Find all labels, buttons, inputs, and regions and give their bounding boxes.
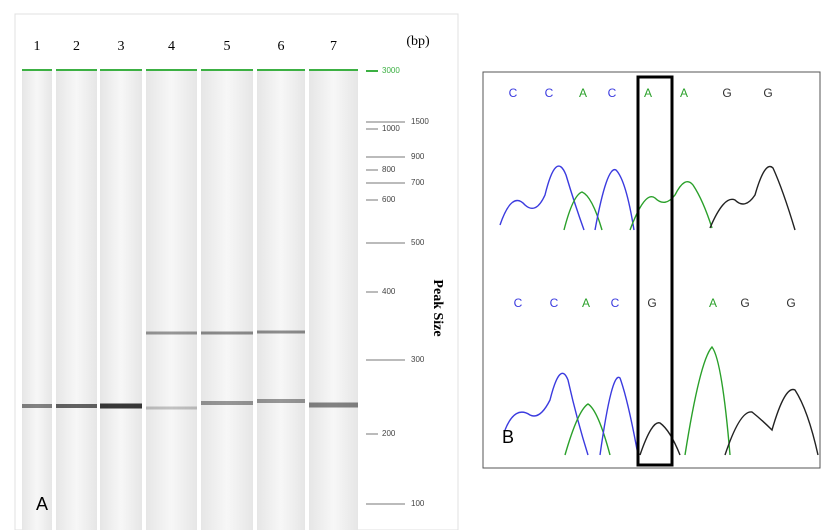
base-call: G xyxy=(722,86,731,100)
band xyxy=(22,404,52,408)
lane xyxy=(309,70,358,530)
gel xyxy=(22,68,358,530)
band xyxy=(309,402,358,408)
lane xyxy=(100,70,142,530)
ladder-label: 500 xyxy=(411,238,425,247)
ladder-label: 100 xyxy=(411,499,425,508)
panel-label: A xyxy=(36,494,48,514)
lane-label: 5 xyxy=(224,39,231,54)
ladder-label: 700 xyxy=(411,178,425,187)
ladder-label: 1000 xyxy=(382,124,400,133)
base-call: C xyxy=(608,86,617,100)
band xyxy=(100,403,142,409)
base-call: C xyxy=(550,296,559,310)
panel-label: B xyxy=(502,427,514,447)
band xyxy=(146,331,197,335)
chromatogram-bottom xyxy=(504,345,819,456)
lane-label: 1 xyxy=(34,39,41,54)
band xyxy=(56,404,97,408)
highlight-box xyxy=(636,75,674,467)
band xyxy=(201,331,253,335)
lane-label: 7 xyxy=(330,39,337,54)
base-call: G xyxy=(647,296,656,310)
ladder-label: 1500 xyxy=(411,117,429,126)
base-call: G xyxy=(740,296,749,310)
base-call: C xyxy=(545,86,554,100)
lane xyxy=(22,70,52,530)
ladder-label: 200 xyxy=(382,429,396,438)
base-call: A xyxy=(644,86,652,100)
band xyxy=(257,399,305,403)
ladder-label: 300 xyxy=(411,355,425,364)
base-call: C xyxy=(514,296,523,310)
ladder-label: 800 xyxy=(382,165,396,174)
base-call: A xyxy=(579,86,587,100)
ladder-label: 600 xyxy=(382,195,396,204)
band xyxy=(201,401,253,405)
band xyxy=(146,406,197,410)
base-call: G xyxy=(763,86,772,100)
base-call: G xyxy=(786,296,795,310)
chromatogram-top xyxy=(499,165,796,231)
unit-label: (bp) xyxy=(406,34,430,49)
base-call: C xyxy=(611,296,620,310)
lane-label: 3 xyxy=(118,39,125,54)
axis-label: Peak Size xyxy=(430,279,445,336)
lane xyxy=(257,70,305,530)
base-call: A xyxy=(582,296,590,310)
panel-b-frame xyxy=(482,71,821,469)
base-call: C xyxy=(509,86,518,100)
lane-label: 4 xyxy=(168,39,175,54)
lane xyxy=(146,70,197,530)
band xyxy=(257,330,305,334)
ladder-label: 900 xyxy=(411,152,425,161)
lane xyxy=(201,70,253,530)
lane-label: 2 xyxy=(73,39,80,54)
base-call: A xyxy=(680,86,688,100)
ladder-label: 400 xyxy=(382,287,396,296)
lane xyxy=(56,70,97,530)
lane-label: 6 xyxy=(278,39,285,54)
ladder-label: 3000 xyxy=(382,66,400,75)
base-call: A xyxy=(709,296,717,310)
